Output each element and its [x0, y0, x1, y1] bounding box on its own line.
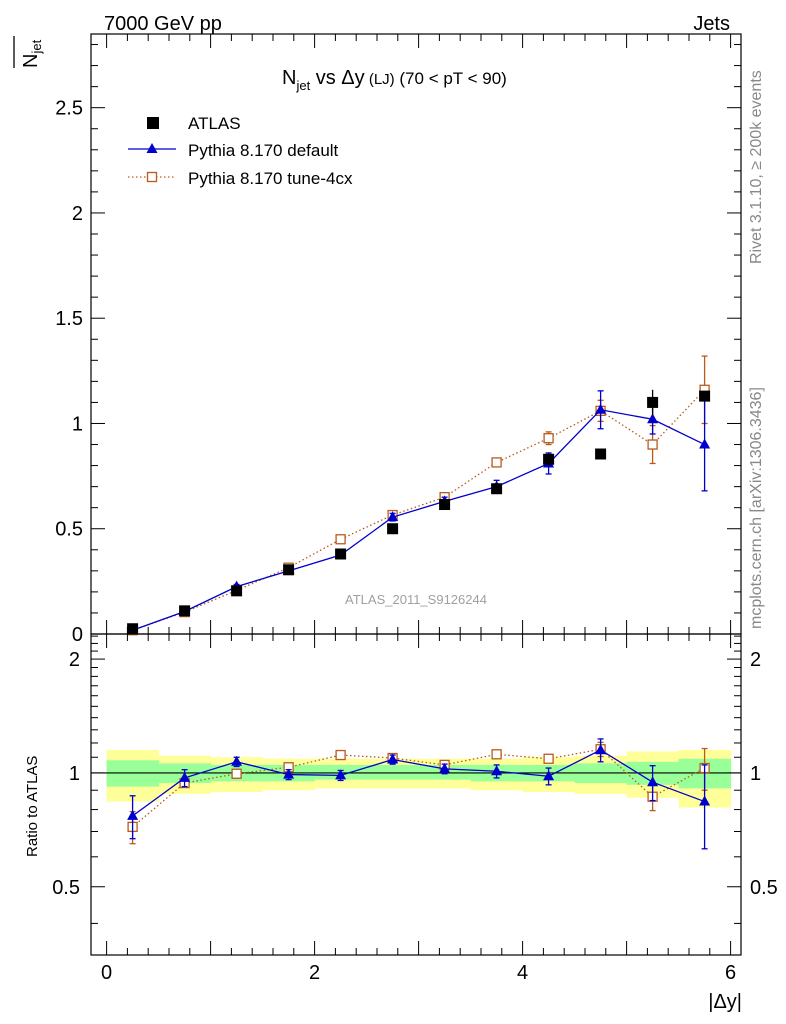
- y-tick-label: 1.5: [55, 308, 83, 330]
- svg-text:ATLAS: ATLAS: [188, 114, 241, 133]
- main-atlas-point: [543, 453, 555, 465]
- ratio-plot: 0 2 4 6 0.5 0.5 1 1 2 2: [52, 633, 778, 984]
- ratio-pythia-8-170-default-point: [439, 762, 451, 773]
- ratio-pythia-8-170-default-point: [699, 795, 711, 806]
- main-atlas-point: [491, 483, 503, 495]
- y-tick-label: 2: [72, 203, 83, 225]
- x-tick-label: 6: [725, 962, 736, 984]
- ratio-pythia-8-170-default-point: [335, 769, 347, 780]
- main-pythia-8-170-tune-4cx-point: [491, 457, 502, 468]
- ratio-y-tick-label-right: 0.5: [750, 877, 778, 899]
- main-pythia-8-170-tune-4cx-point: [335, 534, 346, 545]
- ratio-pythia-8-170-default-point: [595, 743, 607, 754]
- svg-text:Pythia 8.170 tune-4cx: Pythia 8.170 tune-4cx: [188, 169, 353, 188]
- main-pythia-8-170-default-point: [387, 511, 399, 522]
- svg-text:Pythia 8.170 default: Pythia 8.170 default: [188, 141, 339, 160]
- ratio-pythia-8-170-default-point: [231, 755, 243, 766]
- main-pythia-8-170-default-point: [699, 438, 711, 449]
- x-tick-label: 2: [309, 962, 320, 984]
- ratio-y-axis-label: Ratio to ATLAS: [24, 756, 41, 857]
- header-left: 7000 GeV pp: [104, 13, 222, 35]
- main-pythia-8-170-default-point: [595, 403, 607, 414]
- ratio-pythia-8-170-tune-4cx-point: [335, 749, 346, 761]
- ratio-y-tick-label: 1: [69, 763, 80, 785]
- legend: ATLAS Pythia 8.170 default Pythia 8.170 …: [128, 114, 353, 188]
- ratio-y-tick-label: 0.5: [52, 877, 80, 899]
- ratio-pythia-8-170-default-point: [647, 776, 659, 787]
- main-atlas-point: [231, 585, 243, 597]
- main-atlas-point: [283, 564, 295, 576]
- ratio-pythia-8-170-default-point: [127, 809, 139, 820]
- ratio-pythia-8-170-default-point: [283, 768, 295, 779]
- y-tick-label: 1: [72, 413, 83, 435]
- ratio-frame: [90, 633, 742, 956]
- ratio-pythia-8-170-tune-4cx-line: [132, 748, 705, 828]
- ratio-pythia-8-170-tune-4cx-point: [543, 753, 554, 764]
- ratio-pythia-8-170-tune-4cx-point: [231, 768, 242, 779]
- main-atlas-point: [439, 499, 451, 511]
- main-pythia-8-170-default-line: [132, 409, 705, 631]
- x-axis-label: |Δy|: [708, 991, 742, 1013]
- main-atlas-point: [387, 523, 399, 535]
- ratio-pythia-8-170-default-point: [179, 771, 191, 782]
- ratio-pythia-8-170-default-line: [132, 749, 705, 817]
- main-atlas-point: [595, 448, 607, 460]
- main-title: Njet vs Δy (LJ) (70 < pT < 90): [282, 67, 507, 93]
- main-atlas-point: [179, 605, 191, 617]
- main-atlas-point: [647, 396, 659, 408]
- ratio-y-tick-label-right: 2: [750, 649, 761, 671]
- rivet-label: Rivet 3.1.10, ≥ 200k events: [748, 70, 765, 264]
- main-plot: 0 0.5 1 1.5 2 2.5: [55, 33, 742, 646]
- main-y-axis-label: Njet: [13, 36, 44, 68]
- main-pythia-8-170-default-point: [647, 413, 659, 424]
- main-pythia-8-170-tune-4cx-point: [647, 439, 658, 450]
- main-atlas-point: [335, 548, 347, 560]
- analysis-watermark: ATLAS_2011_S9126244: [345, 592, 487, 607]
- mcplots-label: mcplots.cern.ch [arXiv:1306.3436]: [748, 387, 765, 629]
- y-tick-label: 0: [72, 624, 83, 646]
- svg-text:Njet: Njet: [20, 39, 44, 68]
- legend-entry-pythia-default: Pythia 8.170 default: [128, 141, 339, 160]
- ratio-pythia-8-170-default-point: [543, 770, 555, 781]
- ratio-pythia-8-170-default-point: [491, 765, 503, 776]
- main-atlas-point: [127, 623, 139, 635]
- ratio-pythia-8-170-tune-4cx-point: [491, 749, 502, 760]
- main-atlas-point: [699, 390, 711, 402]
- y-tick-label: 0.5: [55, 519, 83, 541]
- ratio-y-tick-label-right: 1: [750, 763, 761, 785]
- ratio-pythia-8-170-default-point: [387, 753, 399, 764]
- legend-entry-pythia-tune4cx: Pythia 8.170 tune-4cx: [128, 169, 353, 188]
- ratio-band-green: [366, 764, 420, 780]
- x-tick-label: 0: [101, 962, 112, 984]
- legend-entry-atlas: ATLAS: [147, 114, 241, 133]
- main-pythia-8-170-tune-4cx-line: [132, 389, 706, 631]
- y-tick-label: 2.5: [55, 98, 83, 120]
- header-right: Jets: [693, 13, 730, 35]
- main-pythia-8-170-tune-4cx-point: [543, 433, 554, 444]
- ratio-y-tick-label: 2: [69, 649, 80, 671]
- x-tick-label: 4: [517, 962, 528, 984]
